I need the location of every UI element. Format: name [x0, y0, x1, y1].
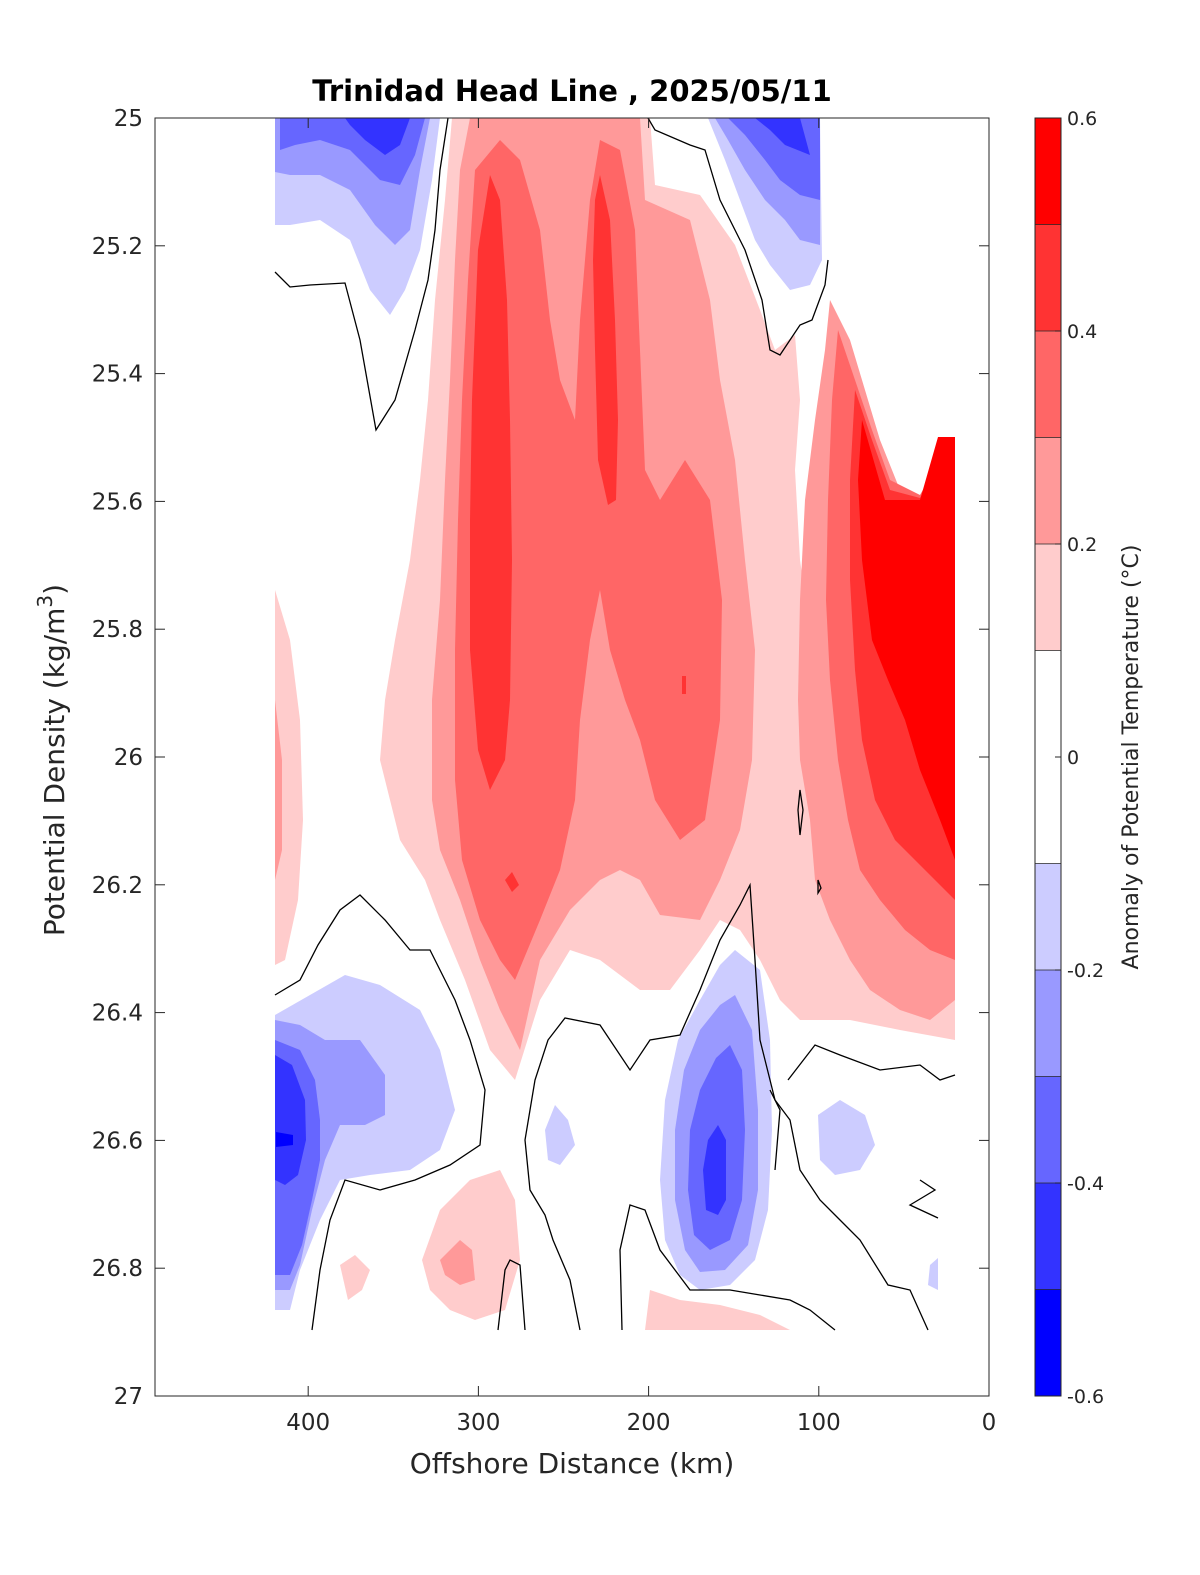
y-tick-label: 26.4	[92, 1001, 143, 1027]
y-tick-label: 27	[114, 1384, 143, 1410]
colorbar-band	[1035, 1076, 1061, 1183]
zero-contour-ne	[647, 118, 829, 356]
colorbar-tick-label: 0.6	[1067, 108, 1097, 130]
warm-dot-a	[505, 872, 519, 892]
x-tick-label: 300	[456, 1410, 500, 1436]
x-tick-label: 0	[982, 1410, 997, 1436]
zero-contour-deep-return	[619, 1204, 836, 1331]
x-ticks: 400 300 200 100 0	[286, 118, 996, 1436]
colorbar-label: Anomaly of Potential Temperature (°C)	[1119, 545, 1144, 970]
colorbar-ticks: -0.6 -0.4 -0.2 0 0.2 0.4 0.6	[1055, 108, 1104, 1408]
zero-contour-deep-mid	[497, 1259, 526, 1331]
warm-band-0.4-west	[470, 175, 512, 790]
y-axis-label: Potential Density (kg/m3)	[33, 584, 71, 936]
y-tick-label: 26	[114, 745, 143, 771]
y-tick-label: 25	[114, 106, 143, 132]
warm-deep-small	[340, 1255, 370, 1300]
x-tick-label: 400	[286, 1410, 330, 1436]
colorbar-band	[1035, 437, 1061, 544]
y-tick-label: 25.4	[92, 362, 143, 388]
chart-title: Trinidad Head Line , 2025/05/11	[312, 74, 832, 108]
y-tick-label: 26.2	[92, 873, 143, 899]
colorbar-band	[1035, 970, 1061, 1077]
cold-ne-0.4	[755, 118, 810, 155]
warm-deep-0.2	[440, 1240, 475, 1285]
warm-left-strip-inner	[275, 700, 282, 880]
zero-contour-deep-central	[524, 882, 929, 1331]
colorbar-frame	[1034, 117, 1062, 1397]
zero-contour-inner-east	[787, 1044, 956, 1081]
colorbar-band	[1035, 544, 1061, 651]
warm-deep-0.1	[422, 1170, 520, 1320]
warm-band-0.4-central	[593, 175, 618, 505]
x-axis-label: Offshore Distance (km)	[410, 1447, 735, 1480]
cold-patch-c	[928, 1258, 938, 1290]
contour-fills	[274, 118, 956, 1331]
colorbar-tick-label: -0.2	[1067, 960, 1104, 982]
y-tick-label: 25.6	[92, 489, 143, 515]
colorbar-tick-label: 0.2	[1067, 534, 1097, 556]
colorbar-band	[1035, 1289, 1061, 1396]
zero-contour-loop-a	[797, 789, 804, 836]
cold-patch-b	[818, 1100, 875, 1175]
cold-patch-a	[545, 1105, 575, 1165]
y-tick-label: 25.2	[92, 234, 143, 260]
warm-dot-b	[682, 676, 686, 694]
y-tick-label: 26.8	[92, 1256, 143, 1282]
colorbar-band	[1035, 118, 1061, 225]
cold-nw-0.4	[345, 118, 410, 155]
colorbar-tick-label: -0.6	[1067, 1386, 1104, 1408]
zero-contour-deep-west	[274, 894, 486, 1331]
warm-band-0.3	[455, 140, 722, 980]
cold-central-0.4	[703, 1125, 726, 1215]
zero-contour-nw	[274, 118, 449, 432]
colorbar-tick-label: 0.4	[1067, 321, 1097, 343]
zero-contour-loop-b	[817, 879, 822, 896]
cold-deep-0.5	[276, 1132, 293, 1147]
y-ticks: 25 25.2 25.4 25.6 25.8 26 26.2 26.4 26.6 26.8 27	[92, 106, 989, 1410]
colorbar-band	[1035, 331, 1061, 438]
colorbar-tick-label: -0.4	[1067, 1173, 1104, 1195]
colorbar-band	[1035, 863, 1061, 970]
cold-deep-0.4	[275, 1055, 306, 1185]
y-axis-label-sup: 3	[33, 595, 57, 608]
x-tick-label: 200	[627, 1410, 671, 1436]
warm-left-strip	[275, 590, 303, 965]
y-axis-label-tail: )	[38, 584, 71, 595]
warm-deep-bottom	[645, 1290, 790, 1330]
warm-nearshore-0.5	[858, 420, 955, 860]
zero-contour-loop-c	[908, 1179, 939, 1219]
zero-contour-loop-d	[769, 1089, 781, 1171]
colorbar-tick-label: 0	[1067, 747, 1079, 769]
y-axis-label-main: Potential Density (kg/m	[38, 608, 71, 937]
x-tick-label: 100	[797, 1410, 841, 1436]
y-tick-label: 25.8	[92, 617, 143, 643]
colorbar-band	[1035, 1183, 1061, 1290]
colorbar-band	[1035, 224, 1061, 331]
colorbar	[1035, 118, 1061, 1396]
y-tick-label: 26.6	[92, 1128, 143, 1154]
zero-contour-lines	[274, 118, 956, 1331]
